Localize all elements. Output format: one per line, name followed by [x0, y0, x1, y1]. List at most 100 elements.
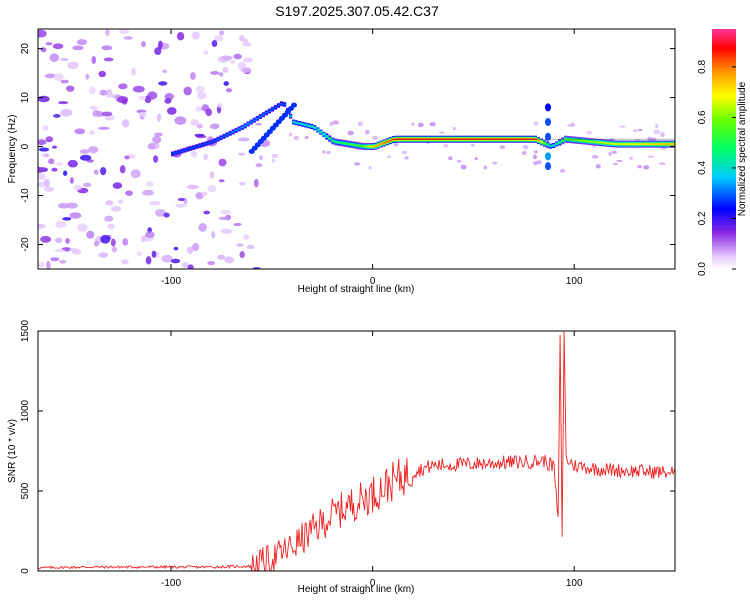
- ridge-cell: [267, 110, 272, 112]
- noise-blob: [183, 86, 192, 96]
- ridge-cell: [542, 142, 547, 145]
- noise-blob: [242, 57, 254, 63]
- noise-blob: [174, 116, 187, 125]
- spike-blob: [545, 152, 552, 161]
- spectrogram-y-label: Frequency (Hz): [7, 115, 18, 184]
- noise-blob: [38, 173, 46, 180]
- ridge-cell: [243, 124, 247, 127]
- noise-blob: [201, 191, 208, 197]
- y-tick-label: 10: [20, 92, 31, 104]
- ridge-cell: [561, 139, 565, 142]
- colorbar-gradient: [712, 29, 736, 269]
- noise-blob: [192, 242, 200, 252]
- noise-blob: [183, 198, 188, 205]
- noise-blob: [567, 124, 573, 127]
- noise-blob: [76, 39, 88, 46]
- noise-blob: [43, 186, 55, 192]
- y-tick-label: 1500: [20, 319, 31, 342]
- noise-blob: [120, 259, 129, 265]
- ridge-cell: [186, 148, 190, 151]
- noise-blob: [62, 217, 72, 221]
- noise-blob: [448, 156, 453, 161]
- noise-blob: [53, 114, 61, 118]
- ridge-cell: [594, 141, 598, 143]
- noise-blob: [65, 238, 70, 244]
- ridge-cell: [234, 129, 238, 132]
- ridge-cell: [337, 141, 341, 144]
- ridge-cell: [549, 145, 553, 147]
- noise-blob: [151, 250, 157, 258]
- ridge-cell: [615, 143, 619, 145]
- noise-blob: [559, 168, 566, 173]
- noise-blob: [209, 171, 215, 179]
- noise-blob: [629, 156, 634, 161]
- noise-blob: [253, 178, 259, 188]
- noise-blob: [246, 244, 255, 250]
- noise-blob: [207, 260, 216, 266]
- ridge-cell: [648, 143, 653, 145]
- noise-blob: [163, 212, 170, 218]
- noise-blob: [499, 145, 506, 150]
- noise-blob: [98, 252, 109, 258]
- ridge-cell: [201, 143, 205, 146]
- ridge-cell: [642, 143, 646, 145]
- y-tick-label: -20: [20, 237, 31, 252]
- noise-blob: [240, 67, 252, 73]
- noise-blob: [110, 238, 116, 247]
- noise-blob: [242, 42, 252, 47]
- colorbar-tick-label: 0.8: [697, 60, 708, 74]
- ridge-cell: [225, 133, 229, 136]
- noise-blob: [647, 155, 655, 158]
- noise-blob: [132, 85, 145, 93]
- ridge-cell: [316, 129, 320, 131]
- ridge-cell: [573, 139, 577, 141]
- noise-blob: [238, 152, 246, 156]
- noise-blob: [74, 128, 86, 135]
- ridge-cell: [651, 143, 656, 145]
- noise-blob: [38, 95, 50, 103]
- noise-blob: [492, 161, 498, 165]
- ridge-cell: [555, 143, 559, 145]
- ridge-cell: [322, 133, 326, 136]
- noise-blob: [443, 143, 449, 148]
- ridge-cell: [385, 140, 389, 143]
- x-tick-label: 100: [566, 276, 583, 287]
- ridge-cell: [355, 144, 359, 147]
- ridge-cell: [382, 142, 386, 144]
- snr-marks: [38, 331, 675, 571]
- noise-blob: [354, 162, 361, 166]
- noise-blob: [55, 237, 63, 244]
- snr-x-ticks: -100 0 100: [161, 331, 583, 589]
- noise-blob: [79, 154, 92, 161]
- ridge-cell: [210, 141, 214, 143]
- noise-blob: [44, 154, 49, 158]
- ridge-cell: [630, 143, 634, 145]
- noise-blob: [190, 119, 200, 126]
- noise-blob: [271, 153, 279, 159]
- ridge-cell: [313, 126, 317, 129]
- noise-blob: [86, 230, 95, 239]
- ridge-cell: [373, 145, 377, 147]
- noise-blob: [154, 47, 162, 55]
- noise-blob: [387, 155, 391, 159]
- noise-blob: [619, 125, 626, 128]
- ridge-cell: [192, 146, 196, 149]
- x-tick-label: 0: [370, 578, 376, 589]
- ridge-cell: [645, 143, 649, 145]
- noise-blob: [158, 81, 168, 86]
- noise-blob: [402, 150, 408, 155]
- noise-blob: [181, 262, 189, 268]
- noise-blob: [233, 53, 243, 60]
- chart-title: S197.2025.307.05.42.C37: [275, 3, 439, 19]
- noise-blob: [522, 144, 529, 150]
- spectrogram-frame: [37, 28, 676, 270]
- noise-blob: [243, 234, 250, 240]
- noise-blob: [91, 55, 97, 65]
- noise-blob: [326, 150, 331, 155]
- noise-blob: [332, 120, 340, 125]
- ridge-cell: [264, 112, 269, 114]
- ridge-cell: [198, 144, 202, 147]
- noise-blob: [216, 103, 223, 108]
